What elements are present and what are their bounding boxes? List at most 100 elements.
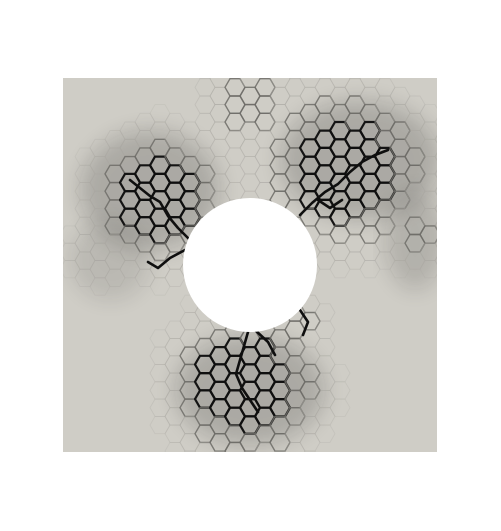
crack-cell-19: [89, 277, 111, 296]
crack-cell-1: [63, 242, 81, 261]
crack-cell-125: [209, 138, 231, 158]
damage-shade-upper-left: [80, 130, 220, 250]
crack-cell-159: [239, 138, 261, 158]
crack-cell-58: [149, 277, 171, 296]
crack-cell-352: [434, 221, 437, 231]
crack-cell-138: [229, 78, 241, 80]
crack-cell-189: [269, 86, 291, 106]
crack-cell-75: [164, 320, 186, 339]
crack-cell-18: [89, 260, 111, 279]
crack-cell-263: [314, 389, 336, 409]
crack-cell-260: [314, 338, 336, 357]
crack-cell-47: [134, 268, 156, 287]
crack-cell-303: [359, 242, 381, 261]
crack-cell-346: [419, 260, 437, 279]
crack-cell-345: [419, 242, 437, 261]
crack-cell-354: [434, 256, 437, 265]
crack-cell-10: [74, 268, 96, 287]
crack-cell-265: [314, 424, 336, 443]
crack-cell-105: [194, 112, 216, 132]
crack-cell-348: [434, 152, 437, 161]
crack-cell-171: [259, 78, 271, 80]
crack-cell-223: [284, 441, 306, 452]
crack-cell-279: [329, 381, 351, 400]
damage-shade-left: [70, 220, 150, 300]
crack-cell-2: [63, 260, 81, 279]
crack-cell-160: [239, 156, 261, 175]
crack-cell-237: [299, 311, 321, 331]
crack-cell-188: [269, 78, 291, 88]
central-hole: [183, 198, 317, 332]
crack-cell-337: [419, 104, 437, 123]
crack-cell-262: [314, 372, 336, 391]
crack-cell-244: [299, 433, 321, 452]
crack-cell-60: [149, 346, 171, 365]
crack-cell-328: [404, 112, 426, 132]
crack-cell-204: [273, 450, 287, 452]
crack-cell-351: [434, 204, 437, 213]
crack-cell-350: [434, 186, 437, 196]
crack-cell-347: [434, 134, 437, 144]
crack-cell-143: [224, 147, 246, 166]
crack-cell-305: [374, 78, 396, 97]
crack-cell-264: [314, 407, 336, 426]
crack-cell-74: [164, 268, 186, 287]
main-crack-4: [234, 330, 260, 414]
crack-cell-170: [243, 450, 257, 452]
crack-cell-38: [134, 112, 156, 132]
crack-cell-82: [164, 441, 186, 452]
crack-cell-103: [194, 78, 216, 97]
crack-cell-261: [314, 355, 336, 374]
main-crack-5: [253, 328, 277, 357]
crack-cell-280: [329, 398, 351, 417]
crack-cell-304: [359, 260, 381, 279]
crack-cell-246: [319, 78, 331, 80]
crack-cell-258: [314, 303, 336, 322]
crack-cell-327: [404, 95, 426, 114]
main-crack-3: [316, 198, 344, 210]
crack-cell-259: [314, 320, 336, 339]
crack-cell-224: [299, 78, 321, 88]
crack-cell-293: [359, 78, 381, 88]
crack-cell-341: [419, 173, 437, 192]
crack-cell-342: [419, 190, 437, 210]
crack-cell-315: [374, 251, 396, 270]
main-crack-1: [146, 248, 187, 270]
crack-cell-243: [299, 415, 321, 435]
crack-cell-292: [344, 251, 366, 270]
damage-shade-right-edge: [385, 190, 437, 290]
crack-cell-102: [199, 78, 211, 80]
crack-cell-338: [419, 121, 437, 140]
crack-cell-277: [329, 260, 351, 279]
main-crack-6: [298, 308, 310, 337]
crack-cell-353: [434, 238, 437, 248]
crack-cell-0: [63, 225, 81, 244]
crack-cell-339: [419, 138, 437, 158]
damage-shade-bottom: [175, 335, 325, 445]
crack-cell-205: [289, 78, 301, 80]
crack-cell-101: [183, 450, 197, 452]
crack-cell-48: [149, 104, 171, 123]
crack-cell-104: [194, 95, 216, 114]
crack-cell-245: [303, 450, 317, 452]
crack-cell-349: [434, 169, 437, 179]
crack-cell-278: [329, 363, 351, 383]
crack-cell-64: [149, 415, 171, 435]
crack-cell-316: [389, 86, 411, 106]
crack-cell-332: [404, 182, 426, 201]
crack-cell-161: [239, 173, 261, 192]
crack-cell-340: [419, 156, 437, 175]
crack-cell-174: [254, 112, 276, 132]
crack-cell-326: [389, 260, 411, 279]
crack-cell-281: [349, 78, 361, 80]
crack-cell-106: [194, 130, 216, 149]
crack-cell-137: [213, 450, 227, 452]
crack-cell-206: [284, 78, 306, 97]
main-crack-2: [298, 148, 390, 217]
crack-cell-28: [104, 268, 126, 287]
crack-cell-144: [224, 164, 246, 184]
crack-cell-3: [74, 147, 96, 166]
main-crack-0: [128, 178, 192, 242]
